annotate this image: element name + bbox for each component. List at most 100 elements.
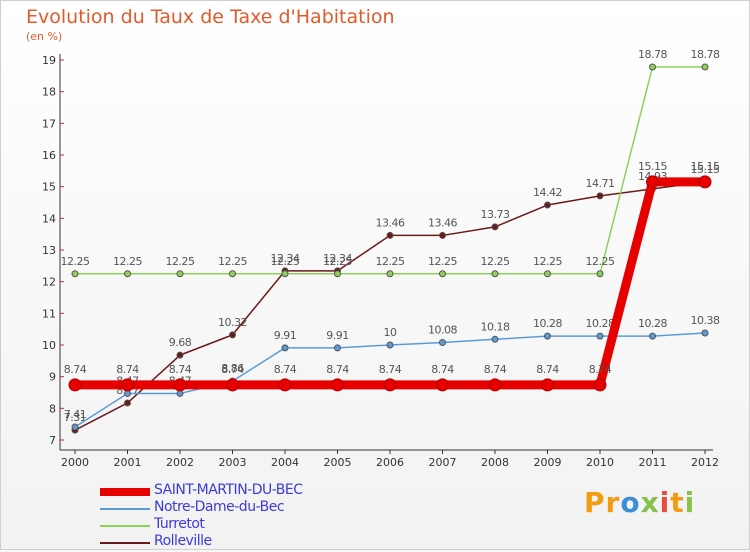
data-label: 15.15 bbox=[691, 160, 720, 173]
x-tick-label: 2002 bbox=[166, 456, 194, 469]
data-label: 8.74 bbox=[274, 363, 297, 376]
series-line bbox=[70, 177, 710, 390]
data-label: 9.68 bbox=[169, 336, 192, 349]
data-point bbox=[491, 335, 499, 343]
data-label: 18.78 bbox=[638, 48, 667, 61]
data-label: 12.25 bbox=[166, 255, 195, 268]
data-point bbox=[436, 378, 449, 392]
data-point bbox=[229, 270, 236, 278]
data-point bbox=[593, 378, 607, 392]
data-label: 14.71 bbox=[586, 177, 615, 190]
data-label: 10.38 bbox=[691, 314, 720, 327]
legend-label: SAINT-MARTIN-DU-BEC bbox=[154, 482, 303, 498]
data-point bbox=[701, 329, 709, 337]
data-label: 8.74 bbox=[326, 363, 349, 376]
data-point bbox=[544, 332, 551, 340]
data-point bbox=[646, 175, 659, 189]
proxiti-logo: Proxiti bbox=[584, 486, 696, 519]
data-point bbox=[701, 63, 709, 71]
data-point bbox=[491, 223, 499, 231]
data-point bbox=[278, 378, 292, 392]
data-point bbox=[596, 192, 604, 200]
y-tick-label: 17 bbox=[42, 117, 56, 130]
data-label: 10.28 bbox=[533, 317, 562, 330]
data-point bbox=[173, 378, 187, 392]
data-point bbox=[386, 231, 394, 239]
x-tick-label: 2001 bbox=[114, 456, 142, 469]
data-point bbox=[281, 270, 289, 278]
data-point bbox=[281, 344, 289, 352]
data-label: 13.73 bbox=[481, 208, 510, 221]
data-label: 8.74 bbox=[379, 363, 402, 376]
data-label: 8.74 bbox=[484, 363, 507, 376]
data-point bbox=[176, 351, 184, 359]
data-point bbox=[649, 63, 656, 71]
data-label: 12.34 bbox=[323, 252, 352, 265]
data-label: 10.28 bbox=[586, 317, 615, 330]
data-label: 12.25 bbox=[113, 255, 142, 268]
data-point bbox=[541, 378, 554, 392]
data-label: 8.74 bbox=[536, 363, 559, 376]
data-label: 8.74 bbox=[589, 363, 612, 376]
data-label: 10.18 bbox=[481, 320, 510, 333]
data-point bbox=[68, 378, 82, 392]
data-point bbox=[439, 270, 446, 278]
x-tick-label: 2010 bbox=[586, 456, 614, 469]
data-label: 18.78 bbox=[691, 48, 720, 61]
data-label: 9.91 bbox=[274, 329, 297, 342]
chart-unit: (en %) bbox=[26, 30, 63, 43]
data-label: 7.31 bbox=[64, 411, 87, 424]
y-tick-label: 8 bbox=[49, 402, 56, 415]
y-tick-label: 19 bbox=[42, 54, 56, 67]
data-point bbox=[386, 341, 394, 349]
x-tick-label: 2006 bbox=[376, 456, 404, 469]
data-point bbox=[71, 423, 79, 431]
data-label: 10.28 bbox=[638, 317, 667, 330]
y-tick-label: 16 bbox=[42, 149, 56, 162]
legend-label: Turretot bbox=[154, 516, 205, 532]
data-point bbox=[596, 270, 604, 278]
data-point bbox=[439, 338, 446, 346]
data-label: 8.74 bbox=[431, 363, 454, 376]
data-point bbox=[383, 378, 397, 392]
data-label: 14.42 bbox=[533, 186, 562, 199]
data-point bbox=[124, 399, 131, 407]
x-tick-label: 2012 bbox=[691, 456, 719, 469]
data-label: 10 bbox=[384, 326, 397, 339]
data-label: 12.25 bbox=[586, 255, 615, 268]
data-point bbox=[439, 231, 446, 239]
y-tick-label: 18 bbox=[42, 86, 56, 99]
data-label: 8.74 bbox=[116, 363, 139, 376]
series-line bbox=[74, 66, 706, 275]
legend-swatch bbox=[100, 508, 150, 510]
data-point bbox=[698, 175, 712, 189]
y-tick-label: 11 bbox=[42, 307, 56, 320]
legend-swatch bbox=[100, 542, 150, 544]
data-point bbox=[334, 270, 341, 278]
x-tick-label: 2009 bbox=[534, 456, 562, 469]
y-tick-label: 13 bbox=[42, 244, 56, 257]
data-label: 12.25 bbox=[218, 255, 247, 268]
data-point bbox=[544, 201, 551, 209]
x-tick-label: 2005 bbox=[324, 456, 352, 469]
data-point bbox=[488, 378, 502, 392]
data-label: 12.25 bbox=[376, 255, 405, 268]
data-label: 12.25 bbox=[533, 255, 562, 268]
data-label: 9.91 bbox=[326, 329, 349, 342]
y-tick-label: 9 bbox=[49, 371, 56, 384]
data-point bbox=[226, 378, 239, 392]
data-label: 12.34 bbox=[271, 252, 300, 265]
data-label: 8.74 bbox=[169, 363, 192, 376]
x-tick-label: 2000 bbox=[61, 456, 89, 469]
data-point bbox=[331, 378, 344, 392]
data-label: 15.15 bbox=[691, 163, 720, 176]
data-label: 13.46 bbox=[376, 216, 405, 229]
x-tick-label: 2003 bbox=[219, 456, 247, 469]
legend-swatch bbox=[100, 488, 150, 496]
data-label: 10.08 bbox=[428, 323, 457, 336]
data-point bbox=[176, 270, 184, 278]
y-tick-label: 10 bbox=[42, 339, 56, 352]
legend-label: Rolleville bbox=[154, 533, 212, 549]
x-tick-label: 2011 bbox=[639, 456, 667, 469]
